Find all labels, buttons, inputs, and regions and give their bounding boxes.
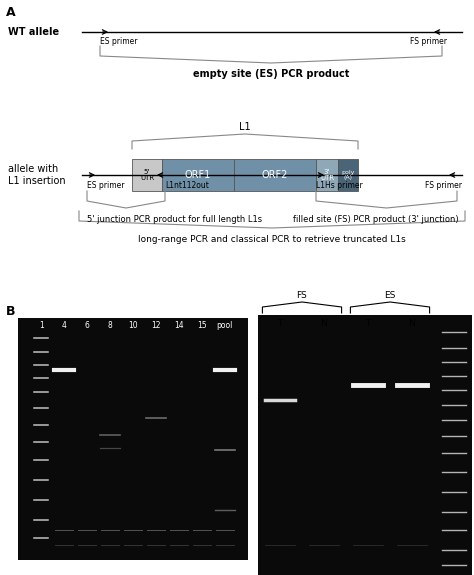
Polygon shape	[358, 384, 370, 416]
Text: ES: ES	[384, 292, 396, 301]
Bar	[18, 318, 248, 560]
Text: N: N	[320, 319, 328, 328]
Text: ES primer: ES primer	[87, 181, 125, 190]
Text: L1Hs primer: L1Hs primer	[316, 181, 363, 190]
Text: 14: 14	[174, 320, 183, 329]
Bar	[338, 159, 358, 191]
Text: pool: pool	[216, 320, 233, 329]
Text: empty site (ES) PCR product: empty site (ES) PCR product	[193, 69, 349, 79]
Text: 10: 10	[128, 320, 138, 329]
Text: A: A	[6, 6, 16, 19]
Text: L1: L1	[239, 122, 251, 132]
Text: FS primer: FS primer	[425, 181, 462, 190]
Bar	[316, 159, 338, 191]
Text: 15: 15	[197, 320, 207, 329]
Text: 5'
UTR: 5' UTR	[140, 168, 154, 182]
Text: L1nt112out: L1nt112out	[165, 181, 209, 190]
Polygon shape	[120, 384, 132, 416]
Text: B: B	[6, 305, 16, 318]
Text: 8: 8	[108, 320, 112, 329]
Bar	[162, 159, 234, 191]
Text: N: N	[409, 319, 415, 328]
Bar	[234, 159, 316, 191]
Bar	[258, 315, 472, 575]
Text: T: T	[365, 319, 371, 328]
Text: ES primer: ES primer	[100, 37, 137, 47]
Text: 5' junction PCR product for full length L1s: 5' junction PCR product for full length …	[87, 214, 262, 224]
Text: 4: 4	[62, 320, 67, 329]
Text: WT allele: WT allele	[8, 27, 59, 37]
Text: FS: FS	[297, 292, 307, 301]
Text: 1: 1	[39, 320, 44, 329]
Text: 12: 12	[151, 320, 161, 329]
Text: ORF2: ORF2	[262, 170, 288, 180]
Text: 6: 6	[85, 320, 90, 329]
Text: long-range PCR and classical PCR to retrieve truncated L1s: long-range PCR and classical PCR to retr…	[138, 235, 406, 243]
Text: 3'
UTR: 3' UTR	[320, 168, 334, 182]
Text: FS primer: FS primer	[410, 37, 447, 47]
Text: poly
(A): poly (A)	[341, 170, 355, 181]
Text: ORF1: ORF1	[185, 170, 211, 180]
Text: allele with
L1 insertion: allele with L1 insertion	[8, 164, 65, 186]
Text: filled site (FS) PCR product (3' junction): filled site (FS) PCR product (3' junctio…	[293, 214, 459, 224]
Bar	[132, 159, 162, 191]
Text: T: T	[277, 319, 283, 328]
